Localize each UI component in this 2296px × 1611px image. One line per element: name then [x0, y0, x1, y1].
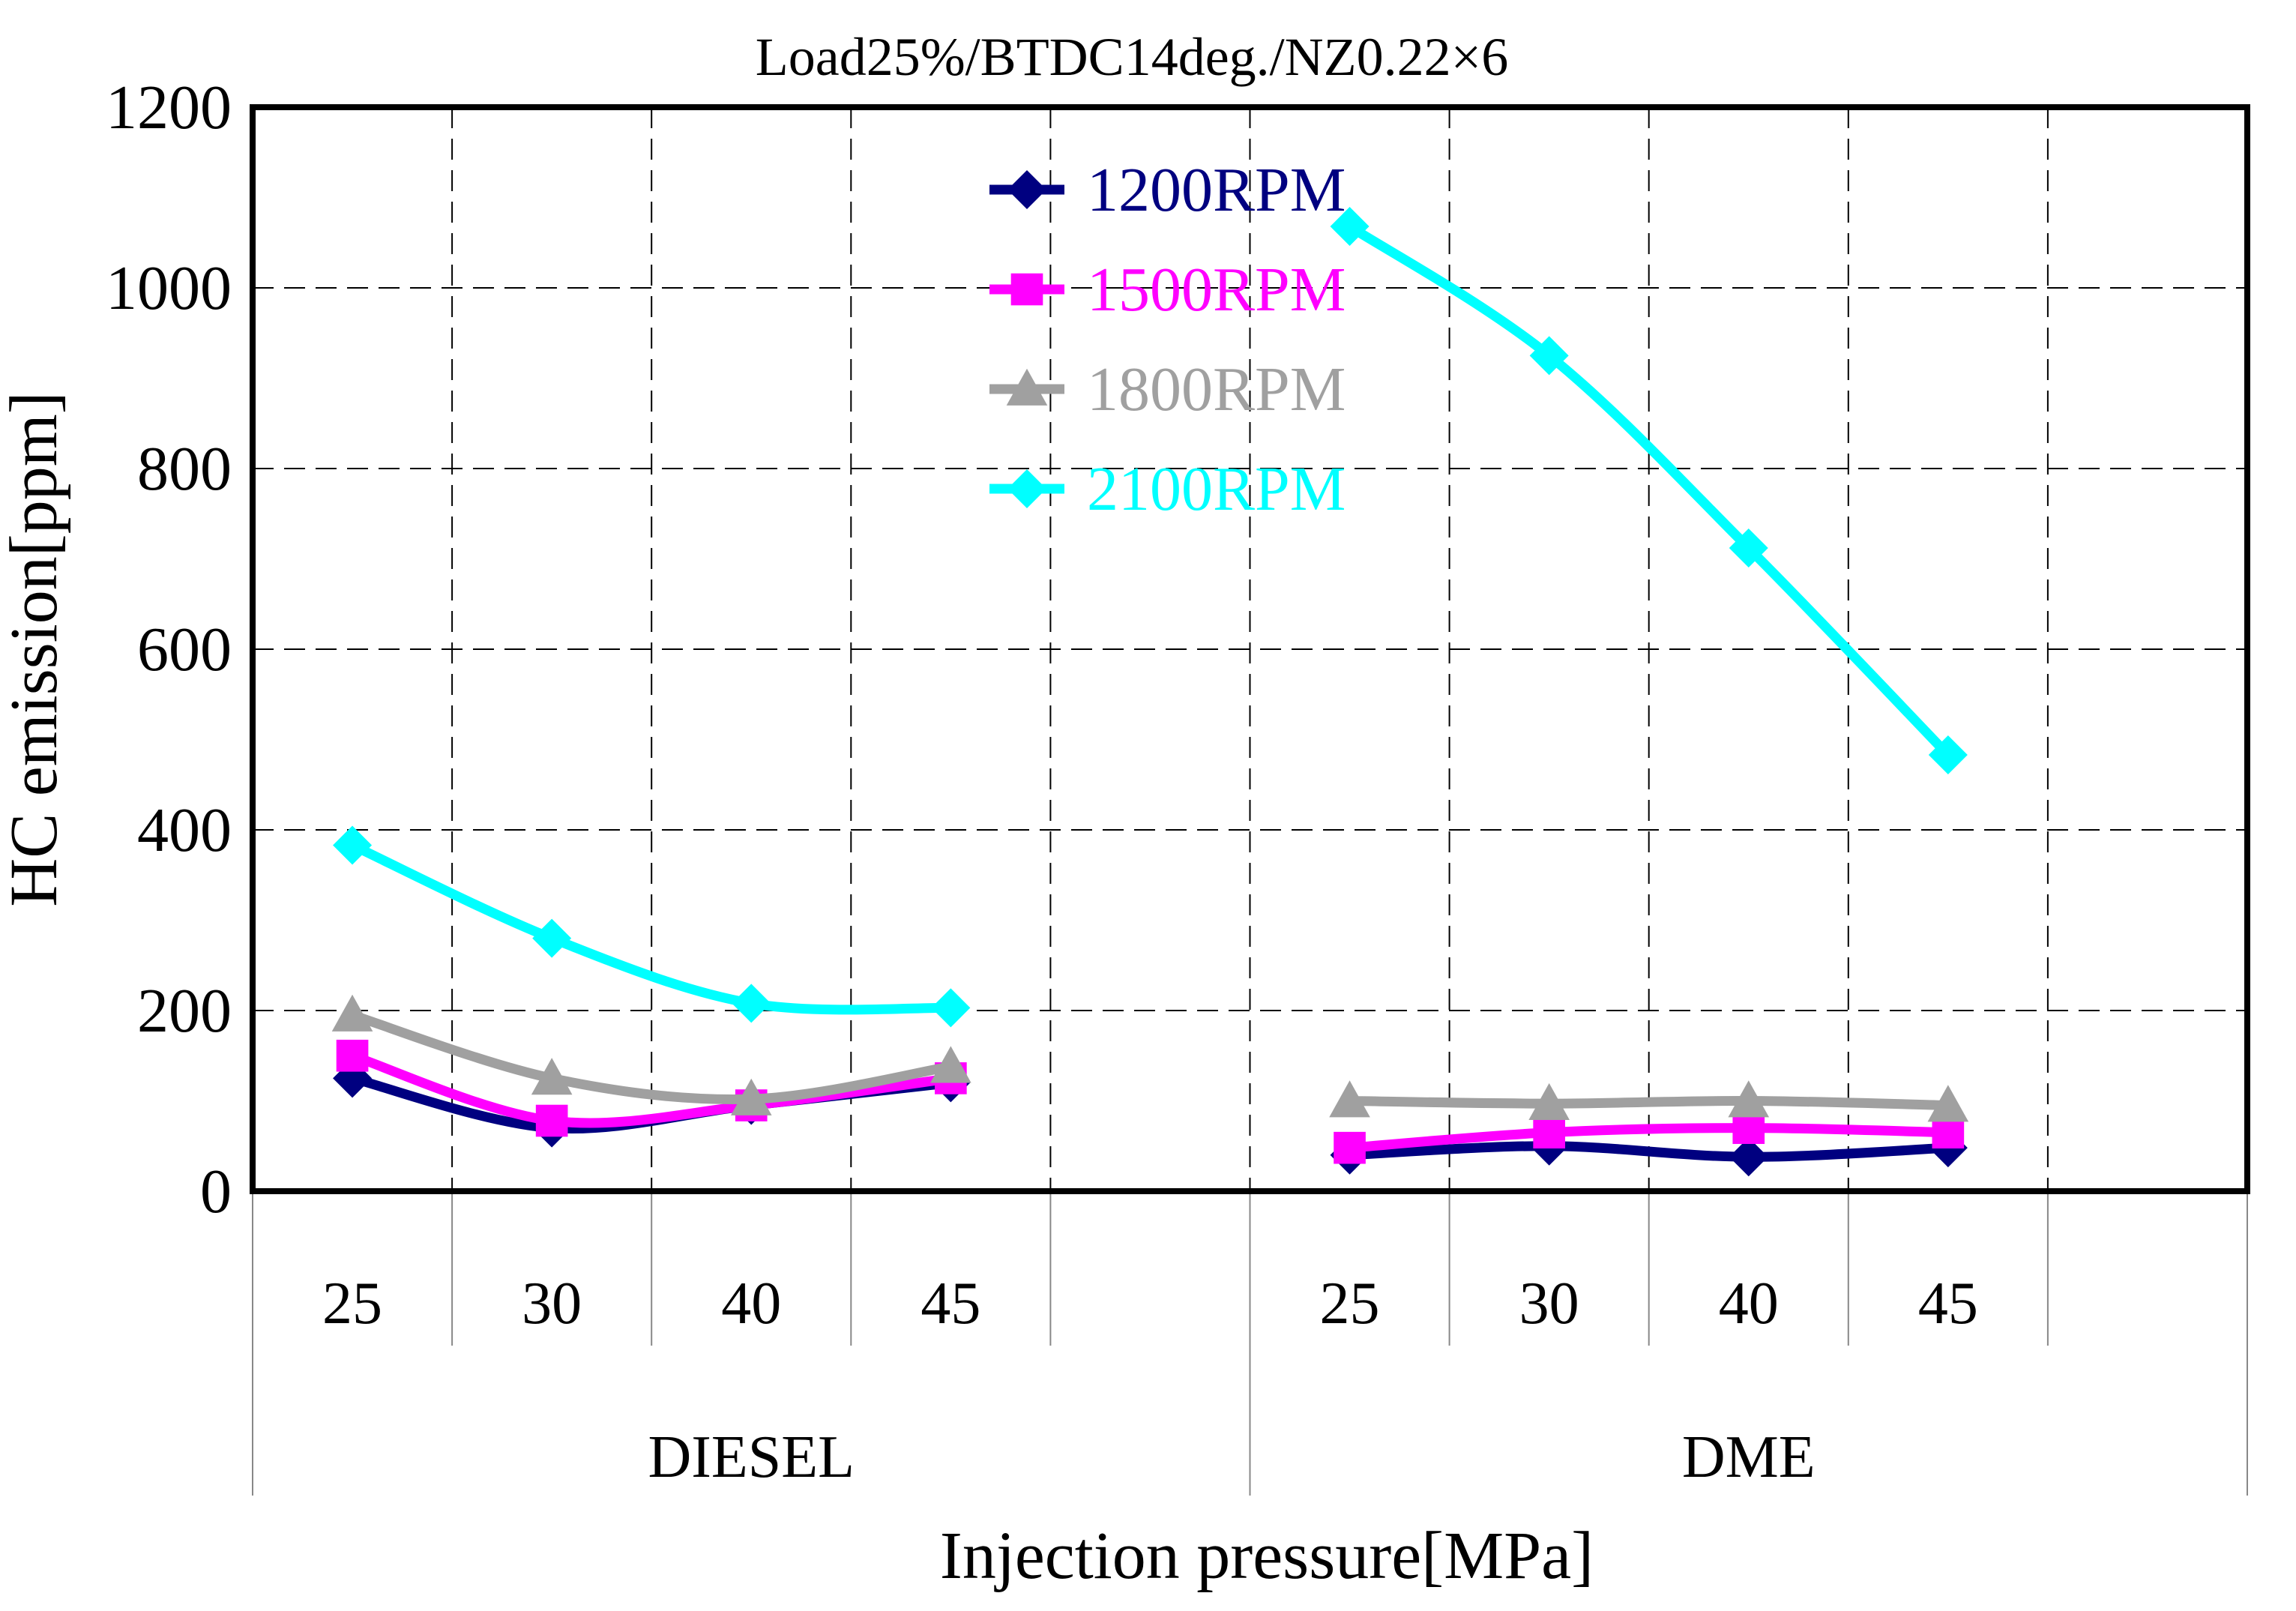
y-tick-label: 200	[137, 976, 232, 1046]
data-point	[1928, 735, 1968, 774]
chart-title: Load25%/BTDC14deg./NZ0.22×6	[756, 27, 1508, 87]
y-axis-label: HC emission[ppm]	[0, 391, 71, 906]
legend-label: 1500RPM	[1087, 255, 1346, 325]
series-2100rpm	[333, 207, 1968, 1028]
data-point	[1927, 1085, 1969, 1122]
data-point	[930, 1046, 971, 1083]
y-tick-label: 0	[200, 1157, 232, 1226]
data-point	[1329, 1080, 1370, 1118]
data-point	[1728, 1080, 1770, 1118]
series-line	[1345, 1095, 1953, 1111]
data-series	[331, 207, 1969, 1177]
y-tick-label: 400	[137, 795, 232, 865]
data-point	[931, 988, 971, 1028]
legend-item: 2100RPM	[989, 454, 1346, 524]
series-line	[347, 1050, 956, 1128]
data-point	[730, 1078, 772, 1115]
x-group-label: DIESEL	[648, 1424, 855, 1490]
x-tick-label: 45	[1918, 1271, 1978, 1337]
legend-marker	[1007, 170, 1046, 209]
data-point	[1732, 1112, 1765, 1144]
legend-label: 1800RPM	[1087, 355, 1346, 424]
legend-item: 1800RPM	[989, 355, 1346, 424]
data-point	[331, 994, 373, 1032]
legend-marker	[1010, 273, 1043, 306]
legend: 1200RPM 1500RPM 1800RPM 2100RPM	[989, 155, 1346, 524]
legend-label: 2100RPM	[1087, 454, 1346, 524]
y-tick-label: 800	[137, 434, 232, 504]
data-point	[532, 918, 572, 958]
y-tick-label: 600	[137, 615, 232, 684]
legend-item: 1500RPM	[989, 255, 1346, 325]
x-group-label: DME	[1682, 1424, 1816, 1490]
data-point	[1528, 1082, 1570, 1120]
data-point	[732, 984, 771, 1023]
x-axis-label: Injection pressure[MPa]	[940, 1519, 1594, 1593]
x-tick-label: 40	[1719, 1271, 1779, 1337]
legend-label: 1200RPM	[1087, 155, 1346, 225]
data-point	[1330, 207, 1370, 247]
x-axis: 25 30 40 45 DIESEL 25 30 40 45 DME	[252, 1191, 2248, 1496]
x-tick-label: 25	[1320, 1271, 1380, 1337]
data-point	[1932, 1116, 1965, 1148]
data-point	[531, 1058, 573, 1095]
data-point	[333, 825, 373, 865]
series-1200rpm	[333, 1059, 1968, 1177]
x-tick-label: 30	[522, 1271, 582, 1337]
x-tick-label: 25	[322, 1271, 382, 1337]
x-tick-label: 40	[721, 1271, 781, 1337]
legend-marker	[1007, 469, 1046, 508]
y-tick-label: 1200	[106, 73, 232, 142]
series-line	[347, 1010, 956, 1104]
data-point	[535, 1104, 568, 1137]
x-tick-label: 30	[1519, 1271, 1579, 1337]
data-point	[1529, 336, 1569, 376]
data-point	[1729, 1137, 1768, 1177]
y-axis: 0 200 400 600 800 1000 1200	[106, 73, 232, 1226]
series-1800rpm	[331, 994, 1969, 1122]
plot-area-frame	[250, 104, 2250, 1194]
series-line	[1345, 221, 1953, 760]
x-tick-label: 45	[920, 1271, 980, 1337]
legend-marker	[1006, 368, 1048, 406]
series-line	[1345, 1123, 1953, 1153]
series-line	[347, 840, 956, 1015]
data-point	[1729, 529, 1768, 568]
series-line	[1345, 1141, 1953, 1162]
data-point	[1533, 1116, 1565, 1148]
y-tick-label: 1000	[106, 253, 232, 323]
data-point	[336, 1039, 369, 1072]
legend-item: 1200RPM	[989, 155, 1346, 225]
data-point	[1334, 1131, 1366, 1164]
